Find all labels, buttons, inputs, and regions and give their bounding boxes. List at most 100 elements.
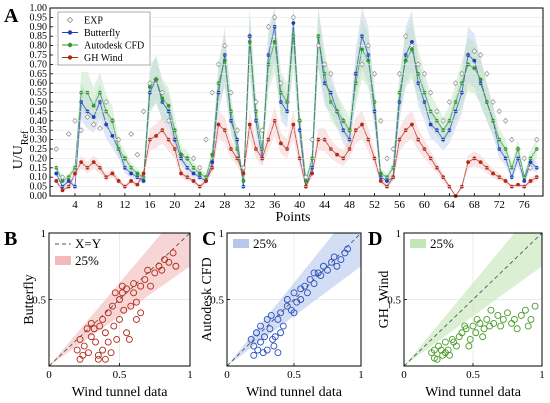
legend-marker-butterfly <box>67 30 73 35</box>
point-gh-wind <box>478 160 483 165</box>
panel-d-point <box>487 306 495 314</box>
panel-a-ylabel: U/URef <box>11 130 31 169</box>
panel-a-ytick-label: 0.55 <box>30 88 48 99</box>
panel-b-point <box>165 258 173 266</box>
panel-c-xtick-label: 0 <box>224 369 230 381</box>
legend-label-butterfly: Butterfly <box>84 28 120 39</box>
point-autodesk-cfd <box>60 179 65 183</box>
panel-b-xtick-label: 0.5 <box>113 369 127 381</box>
panel-b-point <box>113 335 121 343</box>
point-butterfly <box>141 179 146 183</box>
panel-b-ytick-label: 0.5 <box>32 295 46 307</box>
panel-b-point <box>147 282 154 290</box>
panel-d-point <box>504 309 511 317</box>
panel-c-ytick-label: 0.5 <box>210 295 224 307</box>
panel-b-legend-band-label: 25% <box>75 253 99 268</box>
panel-c-point <box>324 266 331 274</box>
panel-b-point <box>125 335 133 343</box>
point-butterfly <box>472 58 477 63</box>
panel-b-point <box>92 338 99 346</box>
panel-d-point <box>465 342 473 350</box>
point-gh-wind <box>79 160 84 165</box>
point-autodesk-cfd <box>403 58 408 63</box>
panel-a-xtick-label: 72 <box>494 199 505 211</box>
panel-c-point <box>270 342 278 350</box>
panel-a-ytick-label: 0.40 <box>30 116 48 127</box>
legend-label-autodesk: Autodesk CFD <box>84 41 144 52</box>
panel-b-point <box>158 266 166 274</box>
panel-c-point <box>333 262 341 270</box>
point-gh-wind <box>378 179 383 183</box>
panel-b-point <box>123 329 131 337</box>
panel-d-point <box>479 333 487 341</box>
panel-a-xtick-label: 32 <box>244 199 255 211</box>
point-autodesk-cfd <box>91 103 96 108</box>
point-autodesk-cfd <box>210 152 215 157</box>
panel-c-point <box>263 316 271 323</box>
point-autodesk-cfd <box>360 47 364 52</box>
panel-b-point <box>99 316 107 323</box>
panel-c-point <box>297 296 305 303</box>
panel-c-point <box>277 329 285 337</box>
panel-a-ytick-label: 0.00 <box>30 191 48 202</box>
panel-d-ytick-label: 1 <box>396 228 402 240</box>
panel-b-point <box>144 266 152 274</box>
legend-label-exp: EXP <box>84 16 103 27</box>
point-butterfly <box>129 171 134 176</box>
panel-d-point <box>430 354 438 362</box>
panel-c-point <box>274 349 282 357</box>
panel-a-ytick-label: 0.15 <box>30 163 48 174</box>
panel-a-xtick-label: 44 <box>319 199 331 211</box>
point-gh-wind <box>191 179 196 183</box>
legend-marker-exp <box>66 16 74 24</box>
panel-b-scatter: B 0 0.5 1 0.5 1 Wind tunnel data Butterfly X=Y 2… <box>4 228 193 400</box>
panel-b-point <box>101 329 109 337</box>
panel-a-ytick-label: 0.20 <box>30 153 48 164</box>
panel-c-point <box>277 309 285 317</box>
panel-d-ytick-label: 0.5 <box>387 295 401 307</box>
panel-c-point <box>306 276 314 283</box>
panel-d-ylabel: GH_Wind <box>377 271 392 329</box>
panel-b-point <box>83 325 91 333</box>
panel-d-xlabel: Wind tunnel data <box>425 385 522 400</box>
panel-c-point <box>274 316 282 323</box>
panel-a-xtick-label: 56 <box>394 199 406 211</box>
panel-b-point <box>151 269 159 277</box>
point-gh-wind <box>204 179 208 183</box>
panel-d-point <box>527 316 535 323</box>
panel-b-point <box>104 309 112 317</box>
panel-b-point <box>111 289 119 297</box>
panel-d-point <box>499 316 507 323</box>
panel-c-point <box>271 333 279 341</box>
point-gh-wind <box>154 133 158 138</box>
panel-a-band-gh-wind <box>56 105 537 196</box>
point-butterfly <box>385 179 389 183</box>
point-autodesk-cfd <box>135 171 140 176</box>
panel-c-point <box>254 346 262 354</box>
panel-b-point <box>96 322 104 330</box>
panel-b-identity-line <box>48 232 191 367</box>
panel-d-point <box>531 302 539 310</box>
panel-a-ytick-label: 1.00 <box>30 3 48 14</box>
point-exp <box>97 125 103 132</box>
point-autodesk-cfd <box>410 47 414 52</box>
panel-b-point <box>76 335 84 343</box>
panel-b-point <box>80 342 88 350</box>
panel-a-xtick-label: 16 <box>144 199 156 211</box>
panel-b-point <box>110 322 118 330</box>
panel-a-ytick-label: 0.95 <box>30 12 48 23</box>
panel-b-point <box>141 276 149 283</box>
point-gh-wind <box>135 182 140 187</box>
panel-d-point <box>497 322 505 330</box>
panel-a-xtick-label: 64 <box>444 199 456 211</box>
panel-c-point <box>303 289 311 297</box>
panel-a-ytick-label: 0.45 <box>30 106 48 117</box>
panel-b-point <box>137 282 145 290</box>
point-exp <box>90 121 97 128</box>
point-exp <box>65 131 72 137</box>
panel-b-point <box>172 262 180 270</box>
panel-a-xtick-label: 40 <box>294 199 306 211</box>
point-butterfly <box>66 179 71 183</box>
